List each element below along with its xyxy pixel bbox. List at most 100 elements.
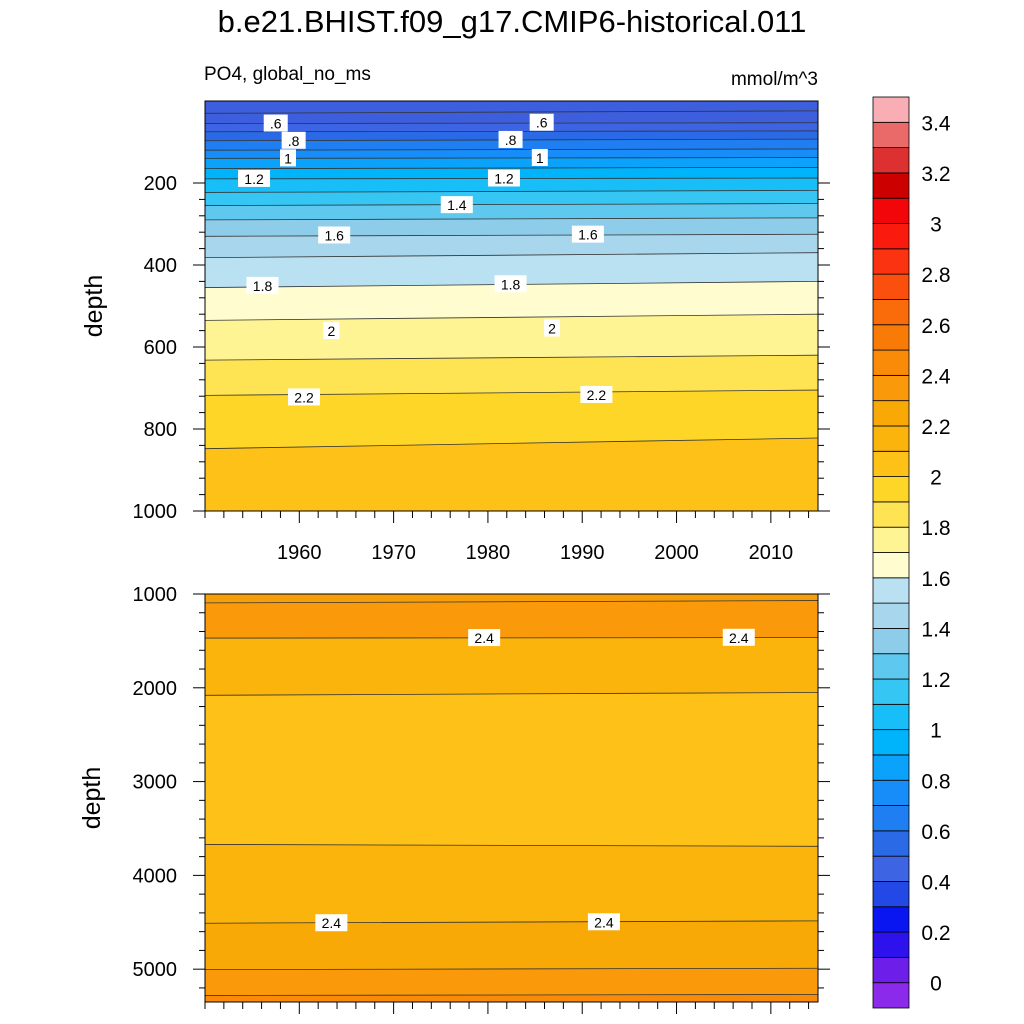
contour-label-box — [571, 225, 604, 243]
contour-line — [205, 844, 818, 847]
colorbar-label: 3.4 — [921, 112, 951, 135]
contour-line — [205, 122, 818, 124]
contour-label: 1.2 — [494, 170, 514, 186]
contour-line — [205, 217, 818, 221]
y-tick-label: 1000 — [133, 501, 178, 523]
contour-fills — [205, 594, 818, 1002]
x-tick-label: 2010 — [749, 542, 794, 564]
contour-label: 1.8 — [501, 276, 521, 292]
colorbar-box — [872, 552, 910, 579]
plot-frame — [204, 593, 819, 1003]
contour-label: 1.8 — [253, 278, 273, 294]
contour-fills — [205, 101, 818, 516]
colorbar-box — [872, 299, 910, 326]
colorbar-box — [872, 628, 910, 655]
contour-line — [205, 167, 818, 170]
contour-label: 2.2 — [587, 387, 607, 403]
contour-label: .8 — [288, 133, 300, 149]
contour-label-box — [487, 169, 520, 187]
contour-line — [205, 313, 818, 321]
contour-label: 1.4 — [447, 197, 467, 213]
contour-band — [205, 511, 818, 516]
colorbar-label: 2.8 — [921, 264, 950, 287]
contour-label-box — [544, 319, 561, 337]
lower-depth-panel: 2.4 2.4 2.4 2.4 1000 2000 3000 4000 5000 depth — [78, 584, 830, 1014]
contour-label-box — [246, 276, 279, 294]
upper-depth-panel: .6.6.8.81 11.2 1.21.41.6 1.61.8 1.82 22.2 2.22… — [80, 100, 830, 564]
colorbar-box — [872, 476, 910, 503]
colorbar-box — [872, 982, 910, 1009]
contour-line — [205, 189, 818, 193]
colorbar-box — [872, 577, 910, 604]
colorbar-label: 1 — [930, 720, 942, 743]
colorbar-box — [872, 450, 910, 477]
contour-line — [205, 203, 818, 206]
colorbar-box — [872, 223, 910, 250]
colorbar-label: 2 — [930, 467, 942, 490]
x-tick-label: 1990 — [560, 542, 605, 564]
colorbar-label: 3 — [930, 214, 942, 237]
colorbar-box — [872, 501, 910, 528]
x-tick-label: 1960 — [277, 542, 322, 564]
contour-label-box — [318, 226, 351, 244]
contour-line — [205, 354, 818, 361]
contour-label: 2.4 — [729, 630, 749, 646]
contour-label-box — [440, 196, 473, 214]
y-tick-label: 200 — [144, 173, 177, 195]
contour-label-box — [531, 148, 548, 166]
contour-line — [205, 920, 818, 924]
contour-label-box — [722, 628, 755, 646]
contour-label: 2.2 — [294, 389, 314, 405]
contour-label-box — [580, 385, 613, 403]
chart-title: b.e21.BHIST.f09_g17.CMIP6-historical.011 — [217, 4, 807, 39]
contour-line — [205, 157, 818, 159]
contour-line — [205, 148, 818, 151]
colorbar-box — [872, 349, 910, 376]
contour-label: 2.4 — [322, 915, 342, 931]
contour-label-box — [263, 114, 288, 132]
colorbar-box — [872, 931, 910, 958]
contour-label: 2.4 — [594, 914, 614, 930]
contour-label-box — [468, 629, 501, 647]
contour-label-box — [323, 322, 340, 340]
y-tick-label: 1000 — [133, 584, 178, 606]
colorbar-label: 0 — [930, 973, 942, 996]
colorbar-box — [872, 754, 910, 781]
contour-band — [205, 438, 818, 511]
contour-label-box — [315, 914, 348, 932]
units-label: mmol/m^3 — [731, 69, 818, 90]
contour-label-box — [529, 113, 554, 131]
contour-label: .6 — [536, 115, 548, 131]
contour-label-box — [238, 169, 271, 187]
contour-line — [205, 967, 818, 971]
x-tick-label: 2000 — [654, 542, 699, 564]
colorbar-box — [872, 779, 910, 806]
contour-label: 2 — [548, 321, 556, 337]
x-tick-label: 1970 — [371, 542, 416, 564]
y-tick-label: 5000 — [133, 959, 178, 981]
contour-line — [205, 437, 818, 450]
contour-label: 1 — [284, 150, 292, 166]
colorbar-box — [872, 96, 910, 123]
colorbar-box — [872, 324, 910, 351]
colorbar-box — [872, 197, 910, 224]
colorbar-label: 1.8 — [921, 517, 950, 540]
colorbar-box — [872, 729, 910, 756]
colorbar-box — [872, 678, 910, 705]
colorbar-box — [872, 526, 910, 553]
colorbar: 0 0.2 0.4 0.6 0.8 1 1.2 1.4 1.6 1.8 2 2.2 2.4 2.6 2.8 3… — [872, 96, 951, 1009]
contour-line — [205, 110, 818, 114]
colorbar-label: 1.6 — [921, 568, 950, 591]
y-tick-label: 3000 — [133, 772, 178, 794]
colorbar-label: 0.8 — [921, 770, 950, 793]
variable-label: PO4, global_no_ms — [204, 64, 371, 85]
contour-label: 1.6 — [578, 227, 598, 243]
colorbar-box — [872, 805, 910, 832]
y-tick-label: 800 — [144, 419, 177, 441]
contour-label-box — [587, 913, 620, 931]
contour-label: 2 — [327, 323, 335, 339]
colorbar-box — [872, 703, 910, 731]
contour-label: .6 — [270, 116, 282, 132]
colorbar-label: 3.2 — [921, 163, 950, 186]
contour-label: 1.6 — [324, 227, 344, 243]
